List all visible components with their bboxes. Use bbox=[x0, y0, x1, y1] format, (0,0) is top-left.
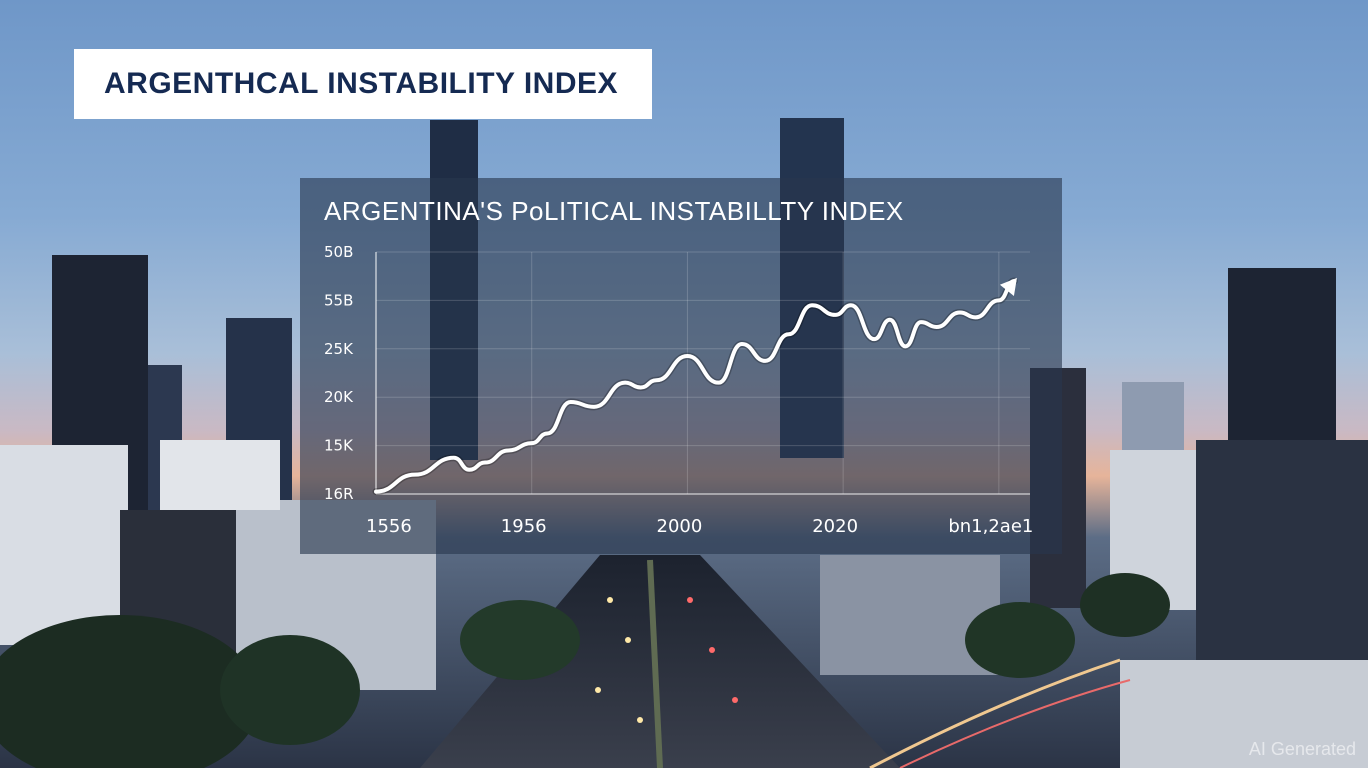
chart-title: ARGENTINA'S PoLITICAL INSTABILLTY INDEX bbox=[324, 196, 904, 226]
car-light bbox=[595, 687, 601, 693]
car-light bbox=[687, 597, 693, 603]
banner-title: ARGENTHCAL INSTABILITY INDEX bbox=[104, 67, 619, 100]
light-trail bbox=[899, 679, 1131, 768]
y-tick-label: 50B bbox=[324, 243, 353, 261]
trend-arrow-head bbox=[999, 277, 1017, 297]
series-line bbox=[374, 279, 1017, 494]
x-tick-label: 2000 bbox=[657, 516, 703, 537]
car-light bbox=[709, 647, 715, 653]
y-tick-label: 20K bbox=[324, 388, 354, 406]
trees bbox=[1080, 573, 1170, 637]
line-chart: 16R 15K 20K 25K 55B 50B 1556 1956 2000 2020 bn1,2… bbox=[324, 243, 1033, 537]
car-light bbox=[607, 597, 613, 603]
road bbox=[420, 555, 900, 768]
series-group bbox=[372, 277, 1018, 496]
y-tick-label: 16R bbox=[324, 485, 354, 503]
watermark: AI Generated bbox=[1248, 739, 1356, 759]
building bbox=[1196, 440, 1368, 660]
y-tick-label: 55B bbox=[324, 291, 353, 309]
x-axis-ticks: 1556 1956 2000 2020 bn1,2ae1 bbox=[366, 516, 1033, 537]
y-tick-label: 15K bbox=[324, 437, 354, 455]
x-tick-label: bn1,2ae1 bbox=[948, 516, 1033, 537]
trees bbox=[965, 602, 1075, 678]
light-trail bbox=[869, 658, 1121, 768]
road-median bbox=[647, 559, 663, 768]
x-tick-label: 2020 bbox=[812, 516, 858, 537]
building bbox=[1120, 660, 1368, 768]
car-light bbox=[637, 717, 643, 723]
trees bbox=[0, 615, 260, 768]
building bbox=[160, 440, 280, 510]
building bbox=[0, 445, 128, 645]
car-light bbox=[732, 697, 738, 703]
chart-panel: ARGENTINA'S PoLITICAL INSTABILLTY INDEX … bbox=[300, 178, 1062, 554]
y-axis-ticks: 16R 15K 20K 25K 55B 50B bbox=[324, 243, 354, 503]
car-light bbox=[625, 637, 631, 643]
trees bbox=[460, 600, 580, 680]
tower bbox=[1228, 268, 1336, 468]
y-tick-label: 25K bbox=[324, 340, 354, 358]
series-line-shadow bbox=[372, 277, 1018, 496]
x-tick-label: 1956 bbox=[501, 516, 547, 537]
x-tick-label: 1556 bbox=[366, 516, 412, 537]
trees bbox=[220, 635, 360, 745]
title-banner: ARGENTHCAL INSTABILITY INDEX bbox=[74, 49, 652, 119]
grid bbox=[375, 251, 1030, 494]
axes bbox=[375, 252, 1030, 495]
